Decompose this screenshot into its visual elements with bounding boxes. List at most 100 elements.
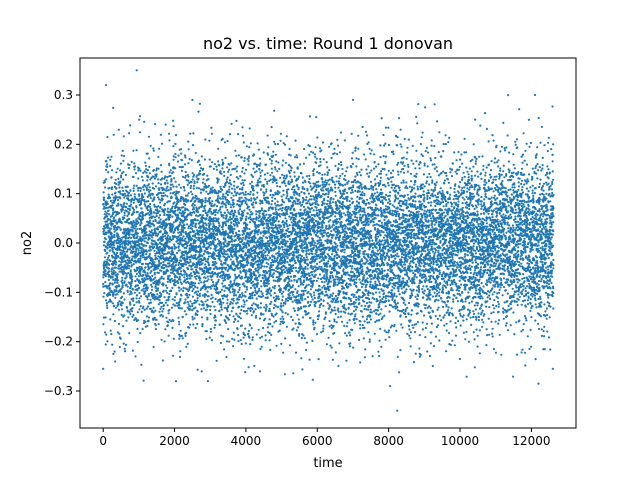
data-point	[175, 202, 179, 205]
data-point	[243, 246, 246, 249]
data-point	[186, 244, 189, 248]
data-point	[189, 305, 192, 308]
data-point	[184, 237, 187, 240]
data-point	[219, 190, 222, 193]
data-point	[273, 292, 276, 295]
data-point	[202, 303, 205, 306]
data-point	[131, 197, 134, 200]
data-point	[166, 291, 169, 294]
data-point	[164, 181, 167, 184]
data-point	[202, 307, 205, 310]
data-point	[260, 188, 263, 191]
data-point	[179, 329, 182, 332]
data-point	[172, 191, 176, 194]
data-point	[186, 257, 189, 261]
data-point	[132, 208, 135, 211]
data-point	[243, 209, 246, 212]
data-point	[166, 269, 169, 272]
data-point	[168, 139, 171, 142]
data-point	[114, 219, 117, 222]
data-point	[157, 233, 160, 236]
data-point	[216, 211, 219, 214]
data-point	[257, 148, 260, 151]
data-point	[279, 289, 283, 292]
data-point	[126, 214, 129, 218]
data-point	[201, 202, 204, 205]
data-point	[165, 179, 168, 182]
data-point	[129, 303, 132, 306]
data-point	[214, 297, 217, 300]
data-point	[122, 178, 125, 181]
data-point	[251, 297, 254, 300]
data-point	[118, 260, 121, 263]
data-point	[115, 171, 118, 174]
data-point	[138, 261, 142, 264]
data-point	[172, 171, 175, 174]
data-point	[197, 187, 201, 190]
data-point	[157, 205, 160, 208]
data-point	[277, 297, 280, 301]
data-point	[168, 292, 171, 296]
data-point	[114, 191, 117, 194]
data-point	[256, 196, 259, 199]
data-point	[192, 287, 195, 291]
data-point	[195, 195, 198, 198]
data-point	[189, 308, 192, 311]
data-point	[134, 253, 137, 256]
data-point	[171, 229, 174, 232]
data-point	[262, 227, 266, 230]
data-point	[110, 232, 113, 235]
data-point	[187, 162, 190, 165]
data-point	[231, 187, 234, 190]
data-point	[131, 275, 134, 278]
data-point	[221, 188, 224, 191]
data-point	[214, 257, 217, 260]
data-point	[230, 221, 233, 224]
data-point	[198, 279, 201, 282]
data-point	[143, 120, 146, 123]
data-point	[122, 193, 125, 197]
data-point	[176, 259, 179, 262]
data-point	[182, 265, 185, 268]
data-point	[242, 357, 246, 360]
data-point	[113, 290, 116, 293]
data-point	[158, 188, 161, 191]
data-point	[146, 179, 149, 182]
data-point	[135, 301, 138, 304]
data-point	[183, 154, 186, 157]
data-point	[273, 269, 276, 272]
data-point	[161, 238, 164, 241]
data-point	[252, 167, 255, 170]
data-point	[196, 310, 199, 313]
data-point	[265, 284, 268, 287]
data-point	[166, 182, 169, 185]
data-point	[141, 239, 144, 242]
data-point	[179, 270, 183, 273]
data-point	[233, 188, 236, 191]
data-point	[260, 218, 263, 221]
data-point	[226, 140, 229, 143]
data-point	[274, 142, 277, 146]
data-point	[157, 167, 160, 170]
data-point	[220, 306, 223, 309]
data-point	[119, 180, 122, 183]
data-point	[131, 288, 135, 291]
data-point	[249, 193, 252, 196]
data-point	[206, 213, 209, 216]
data-point	[245, 145, 248, 148]
data-point	[127, 166, 130, 170]
data-point	[148, 252, 151, 256]
data-point	[138, 194, 141, 197]
data-point	[261, 274, 264, 277]
data-point	[119, 290, 122, 293]
data-point	[178, 323, 181, 326]
data-point	[116, 301, 120, 304]
data-point	[224, 275, 227, 278]
data-point	[143, 292, 146, 295]
data-point	[201, 324, 204, 328]
data-point	[196, 274, 199, 278]
data-point	[156, 245, 159, 248]
data-point	[280, 302, 283, 305]
data-point	[135, 206, 138, 209]
data-point	[109, 259, 112, 263]
